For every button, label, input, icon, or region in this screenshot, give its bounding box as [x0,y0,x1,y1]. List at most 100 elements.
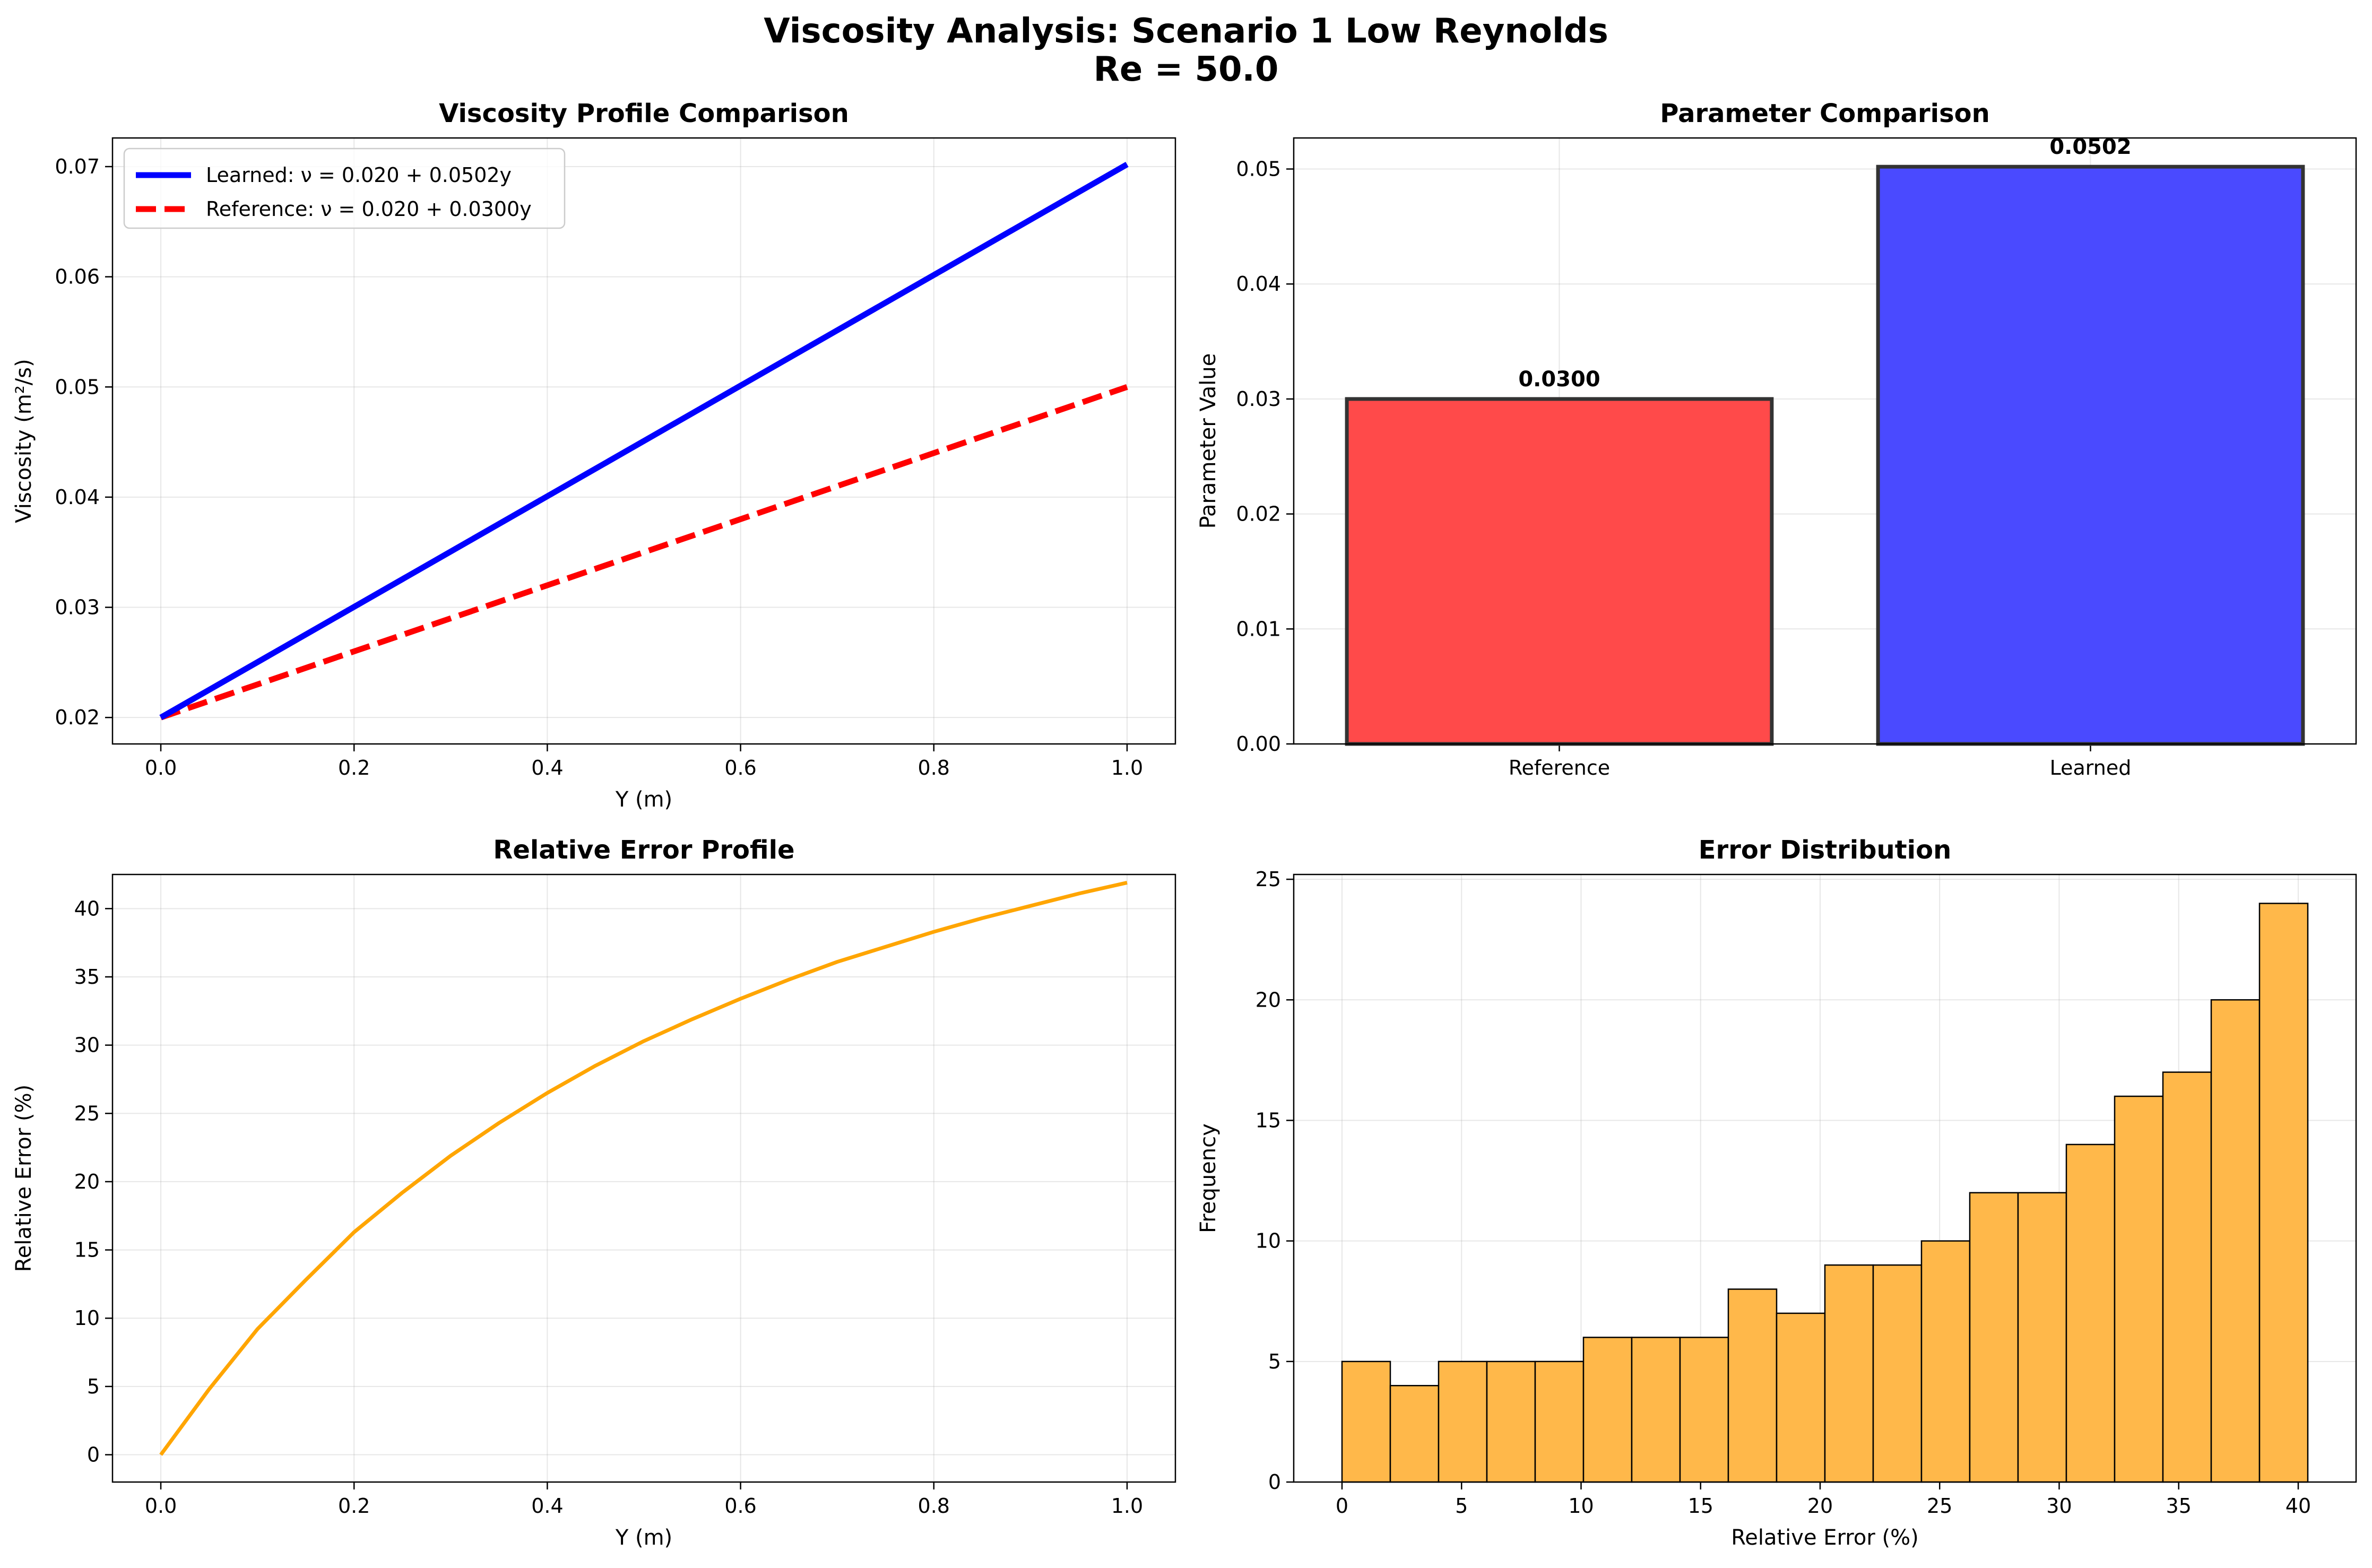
y-tick-label: 0.03 [55,596,100,619]
y-axis-label: Relative Error (%) [12,1085,36,1272]
x-tick-label: 0.8 [918,1494,950,1518]
y-tick-label: 20 [74,1170,100,1193]
legend-entry-label: Learned: ν = 0.020 + 0.0502y [206,163,512,187]
axes-frame [1293,873,2357,1483]
histogram-bar [1389,1385,1440,1483]
series-line-learned [159,162,1129,720]
relative-error-panel: Relative Error Profile 0.0 0.2 0.4 0.6 0.8 1.0… [12,835,1176,1550]
panel-title: Error Distribution [1699,835,1952,865]
y-axis-label: Parameter Value [1196,353,1220,529]
x-tick-label: 40 [2286,1494,2311,1518]
y-tick-label: 40 [74,897,100,920]
x-tick-label: 25 [1927,1494,1952,1518]
bar-reference [1345,397,1774,746]
panel-title: Viscosity Profile Comparison [439,99,849,128]
bar-value-label: 0.0300 [1518,367,1600,392]
x-tick-label: 0.4 [531,1494,563,1518]
x-tick-label: 0.0 [145,1494,177,1518]
figure-title-line2: Re = 50.0 [1094,50,1279,89]
x-tick-label: 0.0 [145,756,177,779]
x-axis-label: Y (m) [615,787,672,812]
y-tick-label: 20 [1256,988,1281,1011]
y-tick-label: 0.05 [55,375,100,399]
x-tick-label: 5 [1455,1494,1468,1518]
x-tick-label: 0.2 [338,1494,370,1518]
axes-frame [1293,137,2357,745]
histogram-bar [2210,999,2261,1483]
x-tick-label: 1.0 [1111,1494,1143,1518]
panel-title: Parameter Comparison [1660,99,1990,128]
viscosity-profile-panel: Viscosity Profile Comparison 0.0 0.2 0.4 0.6… [12,99,1176,812]
histogram-bar [1824,1264,1874,1483]
y-tick-label: 35 [74,965,100,989]
panel-title: Relative Error Profile [493,835,794,865]
x-axis-label: Y (m) [615,1526,672,1550]
y-tick-label: 0 [87,1443,100,1467]
y-tick-label: 30 [74,1034,100,1057]
x-tick-label: 0 [1336,1494,1348,1518]
y-tick-label: 5 [1268,1350,1281,1373]
histogram-bar [1969,1192,2019,1483]
bar-value-label: 0.0502 [2049,135,2131,159]
figure-title-line1: Viscosity Analysis: Scenario 1 Low Reyno… [764,12,1608,51]
histogram-bar [2017,1192,2067,1483]
histogram-bar [2114,1095,2164,1483]
histogram-bar [1679,1337,1729,1483]
x-tick-label: 0.4 [531,756,563,779]
axes-frame [111,873,1176,1483]
histogram-bar [1631,1337,1681,1483]
y-tick-label: 0.07 [55,155,100,178]
series-line-reference [160,384,1128,721]
y-tick-label: 0.00 [1236,732,1281,756]
legend: Learned: ν = 0.020 + 0.0502y Reference: ν… [123,148,566,229]
error-distribution-panel: Error Distribution 0 5 10 15 20 25 30 35 40 0 5 10 15… [1196,835,2357,1550]
y-tick-label: 15 [1256,1108,1281,1132]
parameter-comparison-panel: Parameter Comparison Reference Learned 0.00… [1196,99,2357,779]
x-tick-label: 10 [1568,1494,1594,1518]
x-tick-label: 0.6 [724,756,756,779]
x-category-label: Reference [1509,756,1610,779]
y-tick-label: 0 [1268,1470,1281,1494]
histogram-bar [1727,1288,1778,1483]
histogram-bar [1534,1361,1585,1483]
histogram-bar [1341,1361,1391,1483]
x-tick-label: 15 [1688,1494,1713,1518]
x-tick-label: 0.6 [724,1494,756,1518]
bar-learned [1876,164,2305,746]
y-tick-label: 0.03 [1236,387,1281,411]
x-tick-label: 0.2 [338,756,370,779]
y-tick-label: 0.05 [1236,158,1281,181]
x-tick-label: 0.8 [918,756,950,779]
legend-entry-label: Reference: ν = 0.020 + 0.0300y [206,197,532,221]
y-axis-label: Frequency [1196,1123,1220,1233]
x-category-label: Learned [2050,756,2132,779]
histogram-bar [1920,1240,1971,1483]
histogram-bar [1486,1361,1536,1483]
y-tick-label: 0.02 [1236,503,1281,526]
y-tick-label: 10 [1256,1229,1281,1253]
histogram-bar [1582,1337,1633,1483]
y-tick-label: 0.01 [1236,617,1281,640]
x-axis-label: Relative Error (%) [1731,1526,1918,1550]
histogram-bar [2258,903,2309,1483]
x-tick-label: 35 [2166,1494,2192,1518]
series-line-relative-error [159,881,1128,1456]
legend-box [123,148,566,229]
axes-frame [111,137,1176,745]
y-tick-label: 0.02 [55,706,100,729]
x-tick-label: 1.0 [1111,756,1143,779]
y-tick-label: 25 [74,1102,100,1125]
histogram-bar [1872,1264,1923,1483]
histogram-bar [1438,1361,1488,1483]
y-tick-label: 25 [1256,868,1281,891]
histogram-bar [1776,1312,1826,1483]
y-tick-label: 0.04 [55,486,100,509]
x-tick-label: 30 [2046,1494,2072,1518]
y-axis-label: Viscosity (m²/s) [12,359,36,523]
y-tick-label: 5 [87,1375,100,1398]
y-tick-label: 15 [74,1238,100,1262]
y-tick-label: 0.04 [1236,272,1281,296]
histogram-bar [2162,1071,2212,1483]
histogram-bar [2065,1143,2116,1483]
